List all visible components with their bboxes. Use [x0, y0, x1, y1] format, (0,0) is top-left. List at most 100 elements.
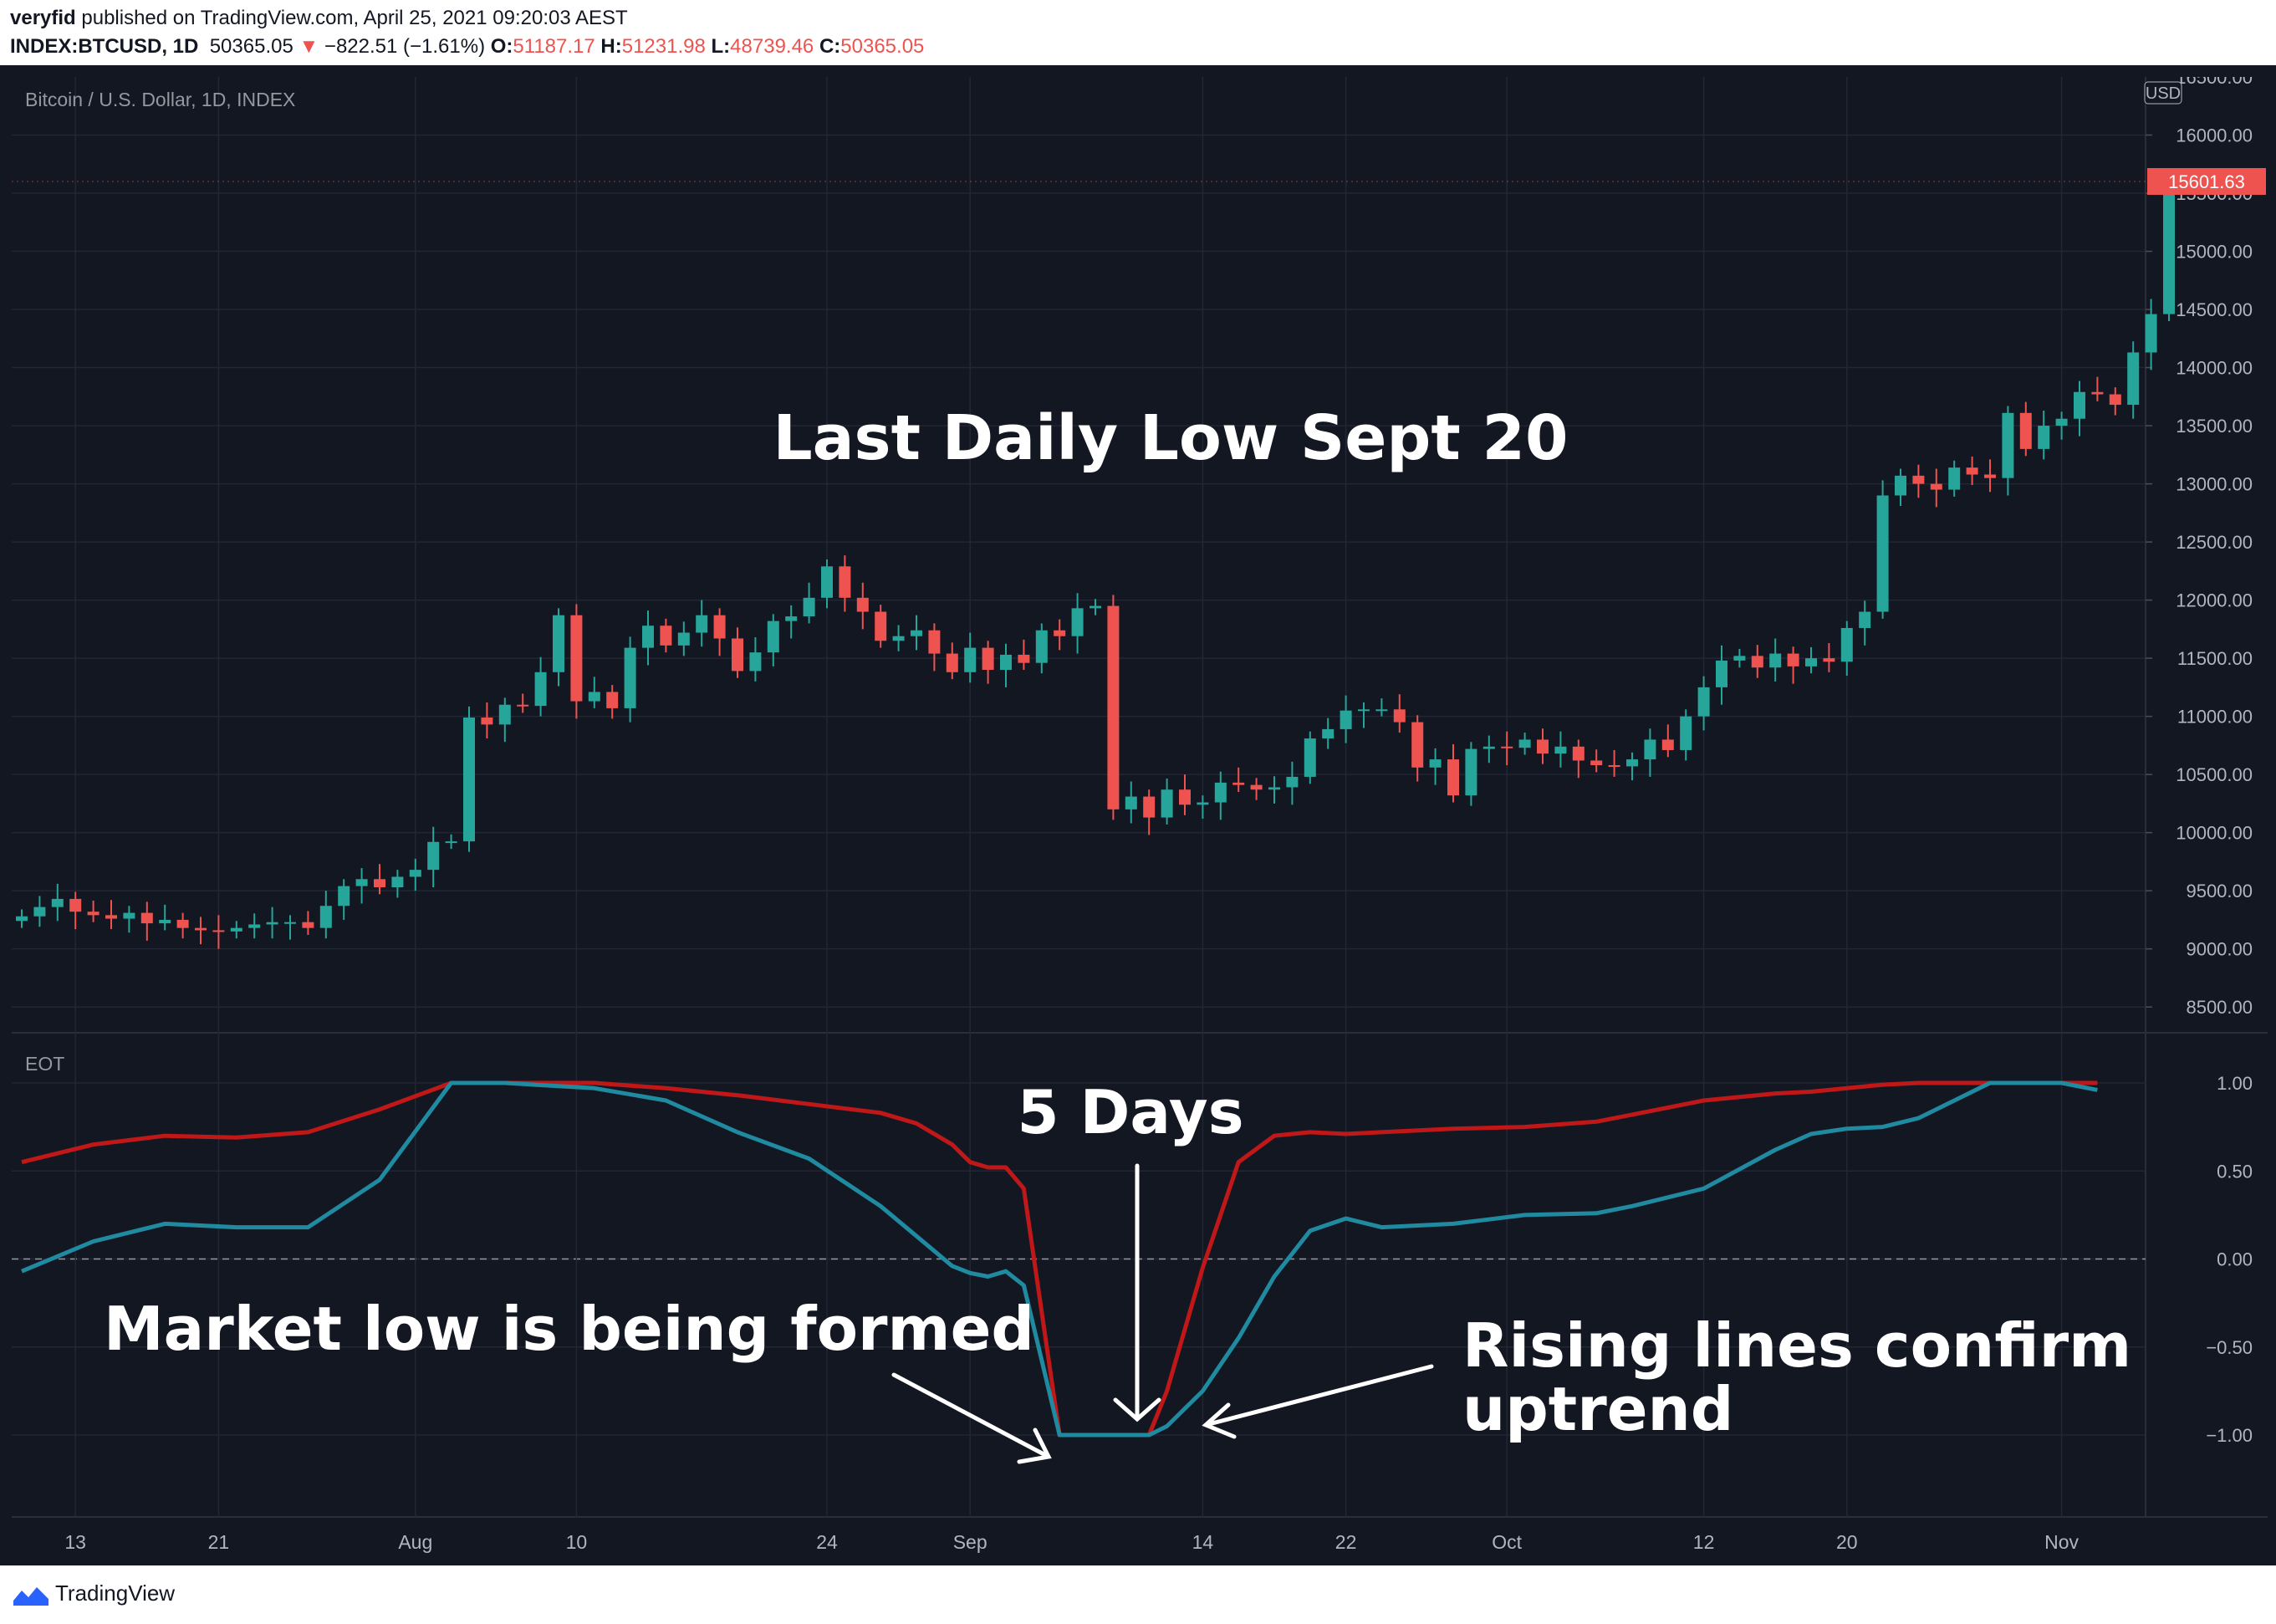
candle-body — [785, 616, 798, 621]
candle-body — [1018, 654, 1030, 663]
candle-body — [33, 906, 46, 917]
candle-body — [1930, 483, 1942, 490]
candle-body — [212, 930, 225, 932]
candle-body — [1197, 802, 1209, 805]
tradingview-logo-icon[interactable] — [12, 1581, 50, 1607]
candle-body — [1250, 784, 1263, 790]
price-tick-label: 16500.00 — [2176, 77, 2253, 88]
candle-body — [409, 870, 421, 877]
candle-body — [1214, 782, 1227, 803]
candle-body — [105, 915, 117, 919]
candle-body — [660, 626, 672, 646]
candle-body — [1090, 605, 1101, 609]
down-arrow — [1113, 1163, 1161, 1422]
candle-body — [1895, 475, 1906, 496]
chart-area[interactable]: Bitcoin / U.S. Dollar, 1D, INDEX EOT 850… — [12, 67, 2268, 1565]
candle-body — [1054, 630, 1066, 636]
candle-body — [176, 919, 189, 928]
candle-body — [1447, 759, 1459, 796]
candle-body — [266, 922, 278, 925]
price-change: −822.51 (−1.61%) — [324, 35, 486, 58]
time-tick-label: 13 — [64, 1531, 86, 1553]
candle-body — [2002, 412, 2014, 478]
candle-body — [696, 615, 708, 633]
price-tick-label: 11000.00 — [2177, 707, 2253, 728]
candle-body — [1823, 658, 1835, 662]
candle-body — [928, 630, 941, 654]
time-tick-label: Sep — [953, 1531, 987, 1553]
publish-header: veryfid published on TradingView.com, Ap… — [0, 0, 2276, 65]
candle-body — [964, 647, 977, 672]
candle-body — [1286, 776, 1299, 788]
eot-title: EOT — [25, 1053, 64, 1075]
open-value: 51187.17 — [513, 35, 595, 58]
candle-body — [946, 653, 958, 672]
candle-body — [677, 632, 690, 646]
candle-body — [1805, 658, 1817, 666]
candle-body — [338, 886, 350, 906]
eot-tick-label: −1.00 — [2206, 1425, 2253, 1446]
candle-body — [1769, 653, 1782, 668]
candle-body — [803, 597, 815, 617]
candle-body — [1840, 627, 1853, 662]
candle-body — [1179, 789, 1191, 805]
price-tick-label: 9500.00 — [2186, 881, 2253, 901]
eot-tick-label: −0.50 — [2206, 1337, 2253, 1358]
price-tick-label: 9000.00 — [2186, 939, 2253, 960]
candle-body — [1465, 748, 1477, 796]
candle-body — [69, 898, 82, 912]
five-days-label: 5 Days — [1017, 1077, 1243, 1147]
low-label: L: — [711, 35, 731, 58]
candle-body — [1340, 710, 1352, 729]
last-price-tag — [2147, 167, 2266, 195]
eot-layer — [21, 1080, 2098, 1438]
time-tick-label: Aug — [398, 1531, 432, 1553]
candle-body — [16, 916, 28, 922]
candle-body — [1644, 739, 1656, 760]
currency-box[interactable] — [2144, 81, 2182, 105]
candle-body — [570, 615, 583, 702]
high-label: H: — [600, 35, 622, 58]
candle-body — [1358, 709, 1370, 712]
last-price: 50365.05 — [209, 35, 293, 58]
candle-body — [2163, 181, 2175, 314]
price-tick-label: 12500.00 — [2176, 532, 2253, 553]
candle-body — [1107, 605, 1120, 809]
candle-body — [159, 919, 171, 924]
candle-body — [445, 841, 457, 844]
candle-body — [911, 630, 922, 636]
candle-body — [140, 912, 153, 924]
candle-body — [1322, 728, 1334, 739]
candle-body — [481, 718, 493, 725]
candle-body — [1590, 760, 1603, 766]
time-tick-label: Nov — [2044, 1531, 2079, 1553]
candle-body — [1125, 796, 1137, 809]
candle-body — [51, 898, 64, 907]
time-tick-label: 20 — [1836, 1531, 1858, 1553]
candle-body — [1554, 746, 1567, 754]
candle-body — [1733, 656, 1746, 661]
time-tick-label: 10 — [566, 1531, 588, 1553]
candle-body — [606, 692, 619, 708]
open-label: O: — [490, 35, 513, 58]
tradingview-brand[interactable]: TradingView — [55, 1581, 176, 1606]
candle-body — [839, 566, 851, 598]
annotations-layer: Last Daily Low Sept 20 5 Days Market low… — [104, 402, 2131, 1464]
candle-body — [1697, 687, 1710, 717]
price-tick-label: 10000.00 — [2176, 823, 2253, 844]
time-tick-label: 14 — [1192, 1531, 1214, 1553]
price-tick-label: 14500.00 — [2176, 299, 2253, 320]
candle-body — [1268, 787, 1280, 790]
eot-tick-label: 0.50 — [2217, 1161, 2253, 1182]
candle-body — [195, 927, 207, 931]
candle-body — [1661, 739, 1674, 750]
close-value: 50365.05 — [840, 35, 925, 58]
author-name[interactable]: veryfid — [10, 7, 76, 29]
candle-body — [374, 879, 385, 887]
price-tick-label: 8500.00 — [2186, 997, 2253, 1018]
candle-body — [982, 647, 994, 671]
price-tick-label: 13500.00 — [2176, 416, 2253, 437]
chart-svg[interactable]: Bitcoin / U.S. Dollar, 1D, INDEX EOT 850… — [12, 67, 2268, 1565]
candle-body — [642, 626, 654, 648]
price-tick-label: 16000.00 — [2176, 125, 2253, 146]
